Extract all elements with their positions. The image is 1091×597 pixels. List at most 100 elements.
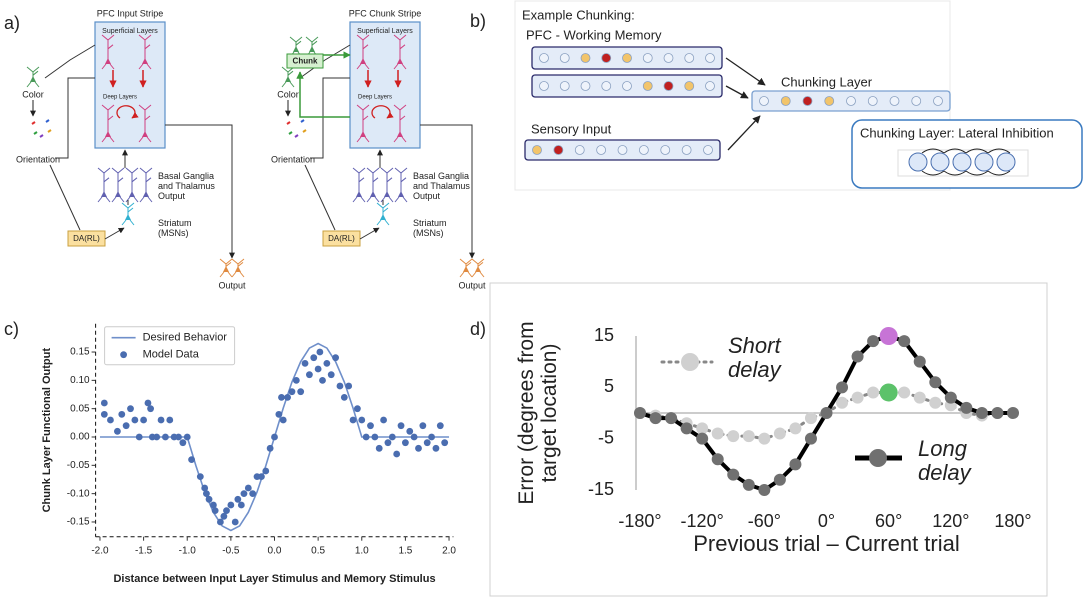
- connector: [104, 227, 125, 240]
- neuron-body: [463, 266, 469, 272]
- connector: [356, 136, 362, 143]
- model-point: [122, 422, 130, 430]
- connector: [97, 167, 105, 174]
- connector: [39, 134, 44, 138]
- model-point: [314, 365, 322, 373]
- unit: [681, 145, 692, 155]
- legend-swatch: [681, 353, 699, 371]
- x-tick-label: 0.5: [311, 545, 325, 556]
- model-point: [375, 444, 383, 452]
- series-point: [975, 407, 988, 419]
- y-tick-label: 0.00: [70, 432, 90, 443]
- x-tick-label: 0.0: [268, 545, 282, 556]
- model-point: [436, 422, 444, 430]
- connector: [131, 177, 138, 183]
- neuron-body: [309, 46, 315, 52]
- connector: [107, 115, 114, 121]
- da-label: DA(RL): [73, 234, 100, 243]
- neuron-body: [397, 131, 403, 137]
- series-point: [789, 422, 802, 435]
- connector: [138, 34, 146, 41]
- connector: [376, 219, 382, 226]
- y-tick-label: 0.15: [70, 347, 90, 358]
- model-point: [220, 512, 228, 520]
- connector: [372, 167, 380, 174]
- connector: [302, 129, 307, 133]
- model-point: [140, 416, 147, 424]
- connector: [362, 115, 369, 121]
- model-point: [266, 444, 274, 452]
- inhibit-arc: [965, 170, 989, 176]
- model-point: [288, 388, 296, 396]
- series-point: [804, 432, 817, 445]
- neuron-body: [356, 191, 362, 197]
- legend-swatch: [869, 449, 887, 467]
- connector: [231, 258, 239, 265]
- neuron-body: [30, 76, 36, 82]
- model-point: [362, 433, 370, 441]
- connector: [111, 196, 117, 203]
- unit: [660, 145, 671, 155]
- connector: [138, 136, 144, 143]
- connector: [300, 119, 305, 123]
- connector: [26, 81, 32, 88]
- layer-label: Deep Layers: [103, 95, 137, 101]
- inhibit-arc: [987, 170, 1011, 176]
- connector: [358, 177, 365, 183]
- model-point: [402, 439, 409, 447]
- connector: [32, 70, 39, 76]
- series-point: [851, 350, 864, 363]
- connector: [146, 136, 152, 143]
- unit: [684, 81, 695, 91]
- model-point: [100, 410, 108, 418]
- connector: [393, 136, 399, 143]
- series-point: [867, 335, 880, 348]
- neuron-body: [293, 46, 299, 52]
- stripe-title: PFC Chunk Stripe: [349, 8, 422, 18]
- model-point: [179, 439, 187, 447]
- connector: [219, 258, 227, 265]
- model-point: [244, 484, 252, 492]
- unit: [911, 96, 922, 106]
- connector: [394, 196, 400, 203]
- connector: [127, 207, 134, 213]
- connector: [362, 44, 369, 50]
- connector: [109, 63, 115, 70]
- connector: [725, 57, 766, 86]
- connector: [465, 262, 472, 267]
- connector: [225, 262, 232, 267]
- connector: [125, 167, 133, 174]
- model-point: [262, 467, 270, 475]
- series-point: [773, 427, 786, 440]
- neuron-body: [360, 131, 366, 137]
- bg-label: Basal Ganglia and Thalamus Output: [413, 171, 470, 201]
- x-tick-label: -1.5: [135, 545, 153, 556]
- connector: [386, 177, 393, 183]
- legend-label: Short delay: [728, 333, 781, 383]
- model-point: [327, 371, 335, 379]
- layer-label: Superficial Layers: [357, 28, 413, 35]
- connector: [399, 44, 406, 50]
- model-point: [292, 376, 300, 384]
- connector: [144, 115, 151, 121]
- connector: [127, 202, 135, 209]
- connector: [145, 167, 153, 174]
- connector: [131, 167, 139, 174]
- connector: [382, 202, 390, 209]
- striatum-label: Striatum (MSNs): [158, 218, 192, 238]
- y-tick-label: -15: [588, 479, 614, 499]
- connector: [356, 104, 364, 111]
- connector: [465, 258, 473, 265]
- connector: [129, 219, 135, 226]
- connector: [399, 115, 406, 121]
- unit: [663, 53, 674, 63]
- connector: [237, 258, 245, 265]
- connector: [117, 177, 124, 183]
- connector: [295, 36, 303, 43]
- loop-arrow: [116, 105, 139, 119]
- connector: [109, 136, 115, 143]
- model-point: [432, 444, 440, 452]
- connector: [725, 85, 749, 99]
